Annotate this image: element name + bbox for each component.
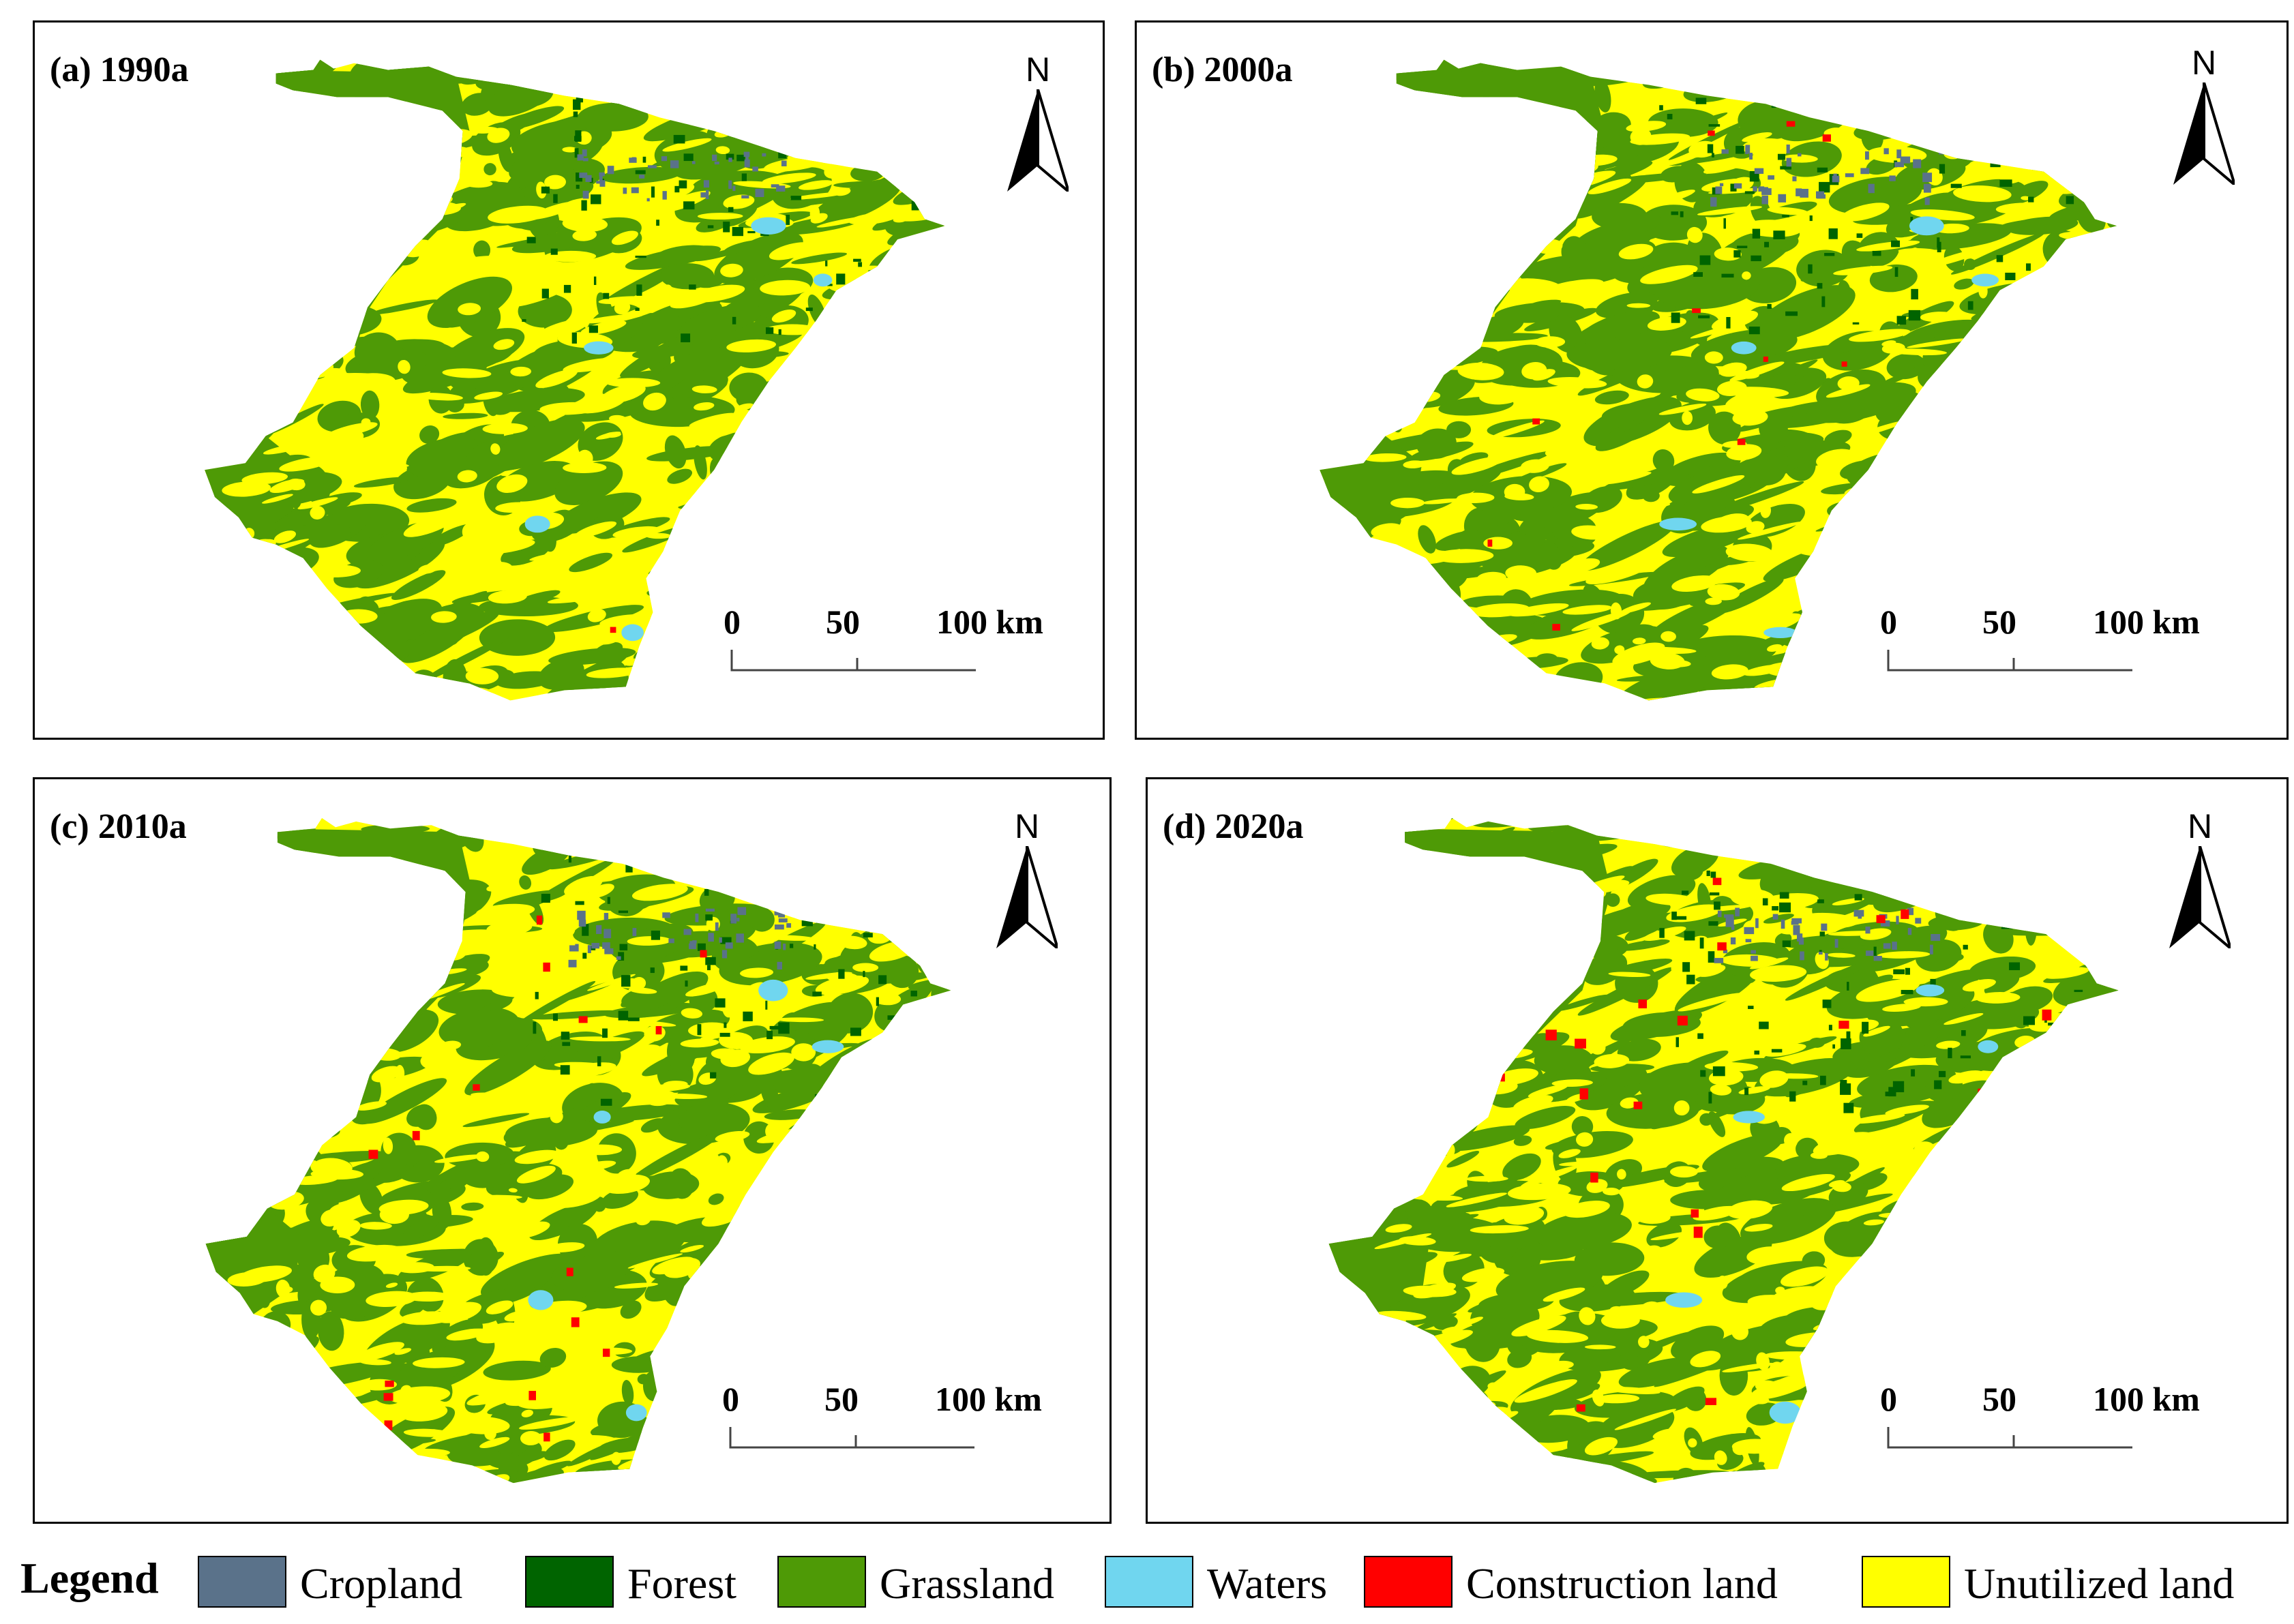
land-use-map	[205, 817, 951, 1484]
scale-label-100: 100 km	[936, 603, 1043, 641]
panel-title: (b) 2000a	[1152, 50, 1293, 89]
map-panel-2000: (b) 2000a N 0 50 100 km	[1135, 20, 2289, 740]
panel-title: (a) 1990a	[50, 50, 189, 89]
scale-line	[730, 650, 976, 672]
panel-title: (c) 2010a	[50, 807, 187, 846]
legend-swatch	[525, 1556, 614, 1608]
legend-title: Legend	[20, 1554, 159, 1602]
scale-label-50: 50	[826, 603, 860, 641]
legend-label: Construction land	[1466, 1559, 1778, 1608]
north-label: N	[1025, 50, 1051, 89]
legend-label: Waters	[1207, 1559, 1328, 1608]
scale-bar: 0 50 100 km	[715, 1379, 1070, 1482]
arrow-shape	[2173, 82, 2235, 185]
arrow-shape	[1007, 89, 1069, 192]
north-label: N	[2191, 44, 2217, 82]
scale-label-0: 0	[722, 1380, 739, 1418]
scale-label-100: 100 km	[2093, 603, 2200, 641]
scale-bar: 0 50 100 km	[717, 602, 1071, 704]
legend-swatch	[1862, 1556, 1950, 1608]
scale-bar: 0 50 100 km	[1873, 602, 2228, 704]
map-panel-2020: (d) 2020a N 0 50 100 km	[1146, 777, 2289, 1524]
panel-title: (d) 2020a	[1163, 807, 1304, 846]
scale-line	[1887, 1427, 2132, 1449]
north-label: N	[1014, 807, 1040, 845]
map-panel-2010: (c) 2010a N 0 50 100 km	[33, 777, 1112, 1524]
arrow-shape	[2169, 846, 2231, 948]
legend-label: Grassland	[880, 1559, 1054, 1608]
scale-label-0: 0	[724, 603, 741, 641]
scale-label-100: 100 km	[2093, 1380, 2200, 1418]
scale-line	[729, 1427, 974, 1449]
legend-swatch	[777, 1556, 866, 1608]
north-arrow-icon: N	[989, 807, 1064, 948]
north-arrow-icon: N	[1000, 50, 1075, 192]
land-use-map	[1328, 817, 2119, 1484]
scale-bar: 0 50 100 km	[1873, 1379, 2228, 1482]
scale-label-0: 0	[1880, 603, 1897, 641]
north-arrow-icon: N	[2166, 43, 2241, 185]
scale-label-0: 0	[1880, 1380, 1897, 1418]
map-panel-1990: (a) 1990a N 0 50 100 km	[33, 20, 1105, 740]
legend-swatch	[198, 1556, 286, 1608]
scale-label-50: 50	[1982, 603, 2016, 641]
arrow-shape	[996, 846, 1058, 948]
north-label: N	[2187, 807, 2213, 845]
legend-label: Unutilized land	[1964, 1559, 2235, 1608]
legend-label: Forest	[627, 1559, 736, 1608]
land-use-map	[1320, 59, 2117, 701]
scale-line	[1887, 650, 2132, 672]
north-arrow-icon: N	[2162, 807, 2237, 948]
scale-label-100: 100 km	[935, 1380, 1042, 1418]
scale-label-50: 50	[1982, 1380, 2016, 1418]
legend: Legend Cropland Forest Grassland Waters …	[0, 1548, 2294, 1616]
land-use-map	[205, 59, 945, 701]
legend-label: Cropland	[300, 1559, 463, 1608]
legend-swatch	[1364, 1556, 1453, 1608]
legend-swatch	[1105, 1556, 1193, 1608]
scale-label-50: 50	[824, 1380, 859, 1418]
